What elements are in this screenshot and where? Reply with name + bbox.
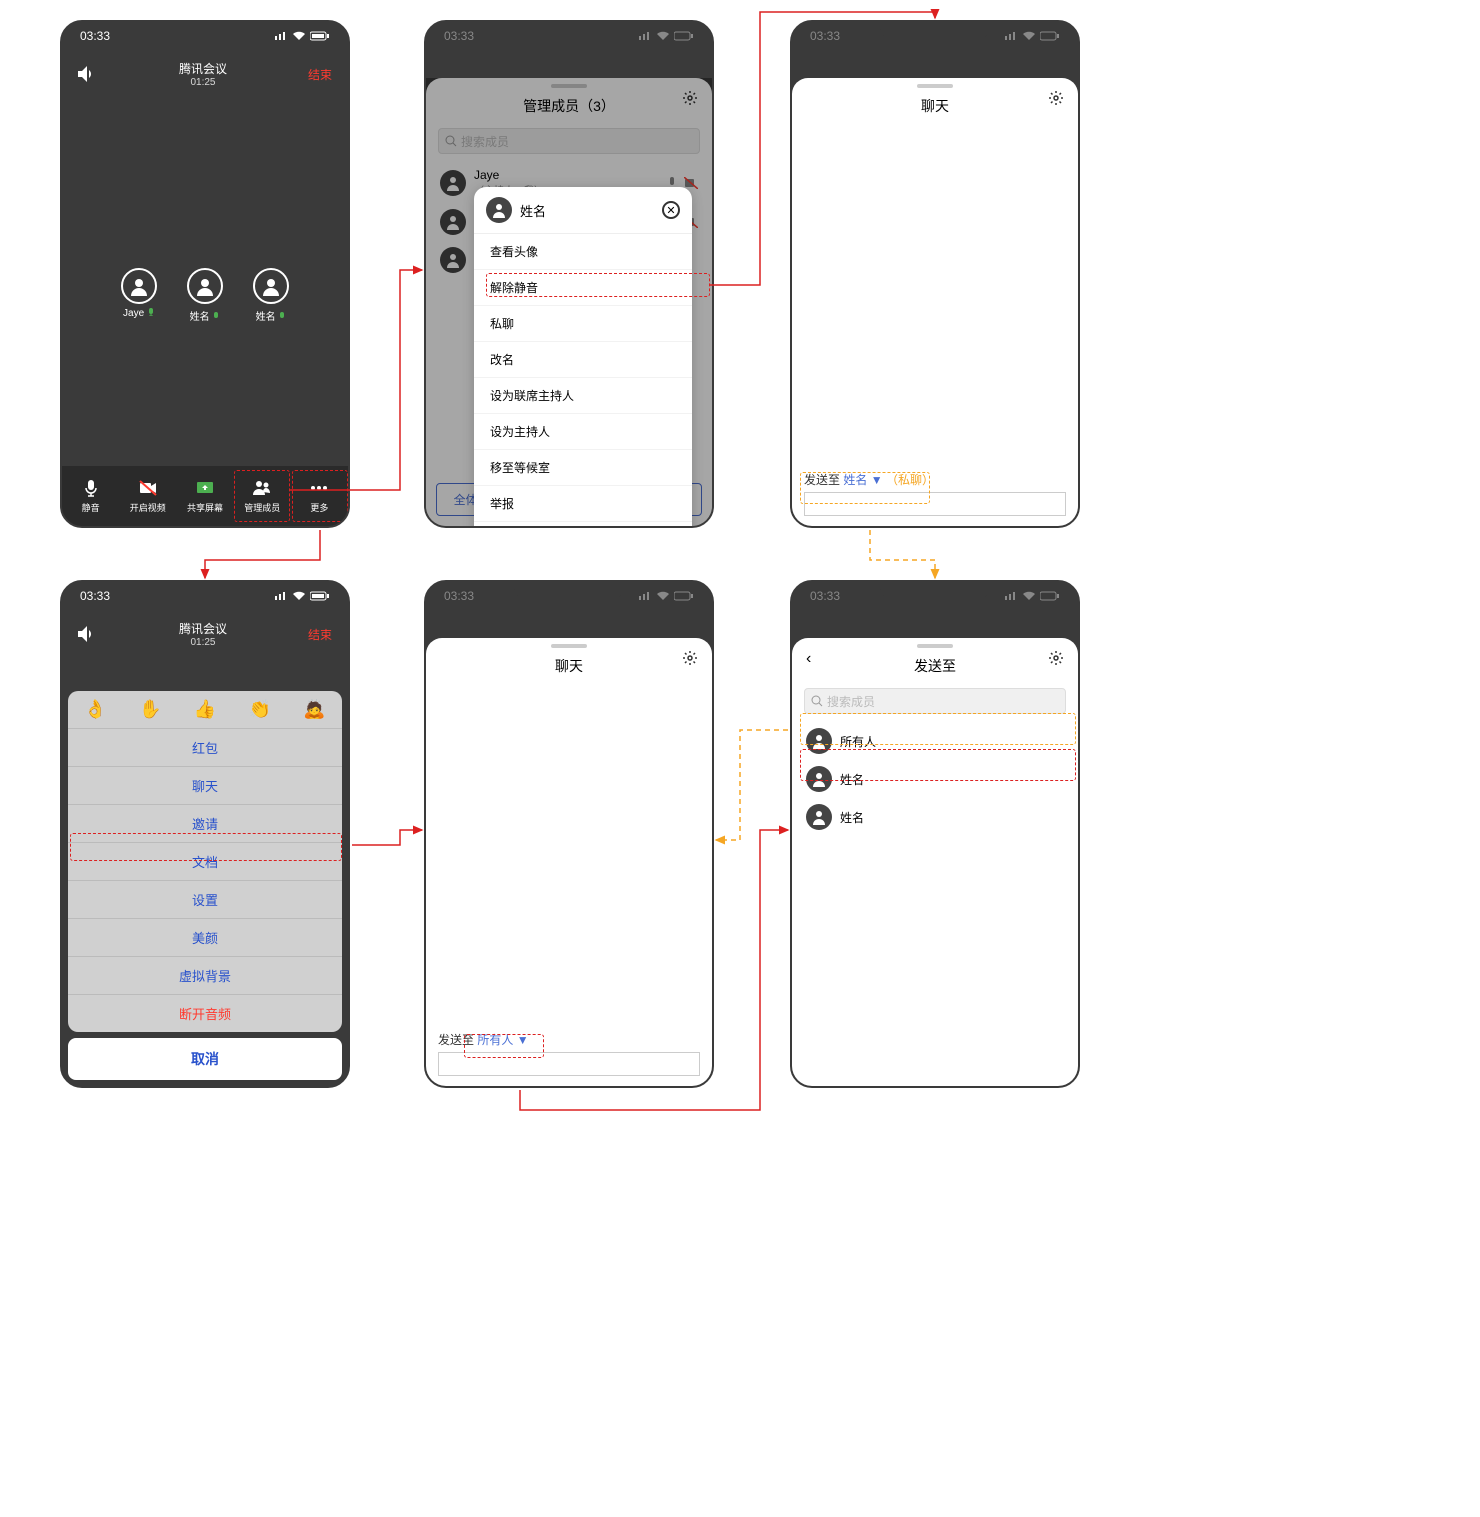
phone-manage-members: 03:33 管理成员（3） 搜索成员 Jaye （主持人，我） <box>424 20 714 528</box>
participant: 姓名 <box>187 268 223 323</box>
avatar-icon <box>187 268 223 304</box>
tool-video[interactable]: 开启视频 <box>119 466 176 526</box>
avatar-icon <box>253 268 289 304</box>
status-bar: 03:33 <box>62 22 348 50</box>
menu-host[interactable]: 设为主持人 <box>474 414 692 450</box>
status-icons <box>638 591 694 601</box>
meeting-title: 腾讯会议 01:25 <box>98 620 308 648</box>
status-icons <box>638 31 694 41</box>
avatar-icon <box>121 268 157 304</box>
tool-more[interactable]: 更多 <box>291 466 348 526</box>
send-target[interactable]: 姓名 ▼ <box>843 473 882 487</box>
sheet-disconnect[interactable]: 断开音频 <box>68 994 342 1032</box>
toolbar: 静音 开启视频 共享屏幕 管理成员 更多 <box>62 466 348 526</box>
gear-icon[interactable] <box>682 650 698 669</box>
gear-icon[interactable] <box>1048 90 1064 109</box>
emoji[interactable]: 🙇 <box>303 699 325 720</box>
participants: Jaye 姓名 姓名 <box>62 268 348 323</box>
status-time: 03:33 <box>80 589 110 603</box>
chat-body <box>792 128 1078 508</box>
more-sheet: 👌 ✋ 👍 👏 🙇 红包 聊天 邀请 文档 设置 美颜 虚拟背景 断开音频 取消 <box>68 691 342 1080</box>
send-bar: 发送至 所有人 ▼ <box>426 1025 712 1086</box>
menu-cohost[interactable]: 设为联席主持人 <box>474 378 692 414</box>
send-target[interactable]: 所有人 ▼ <box>477 1033 528 1047</box>
panel-title: 聊天 <box>426 638 712 688</box>
send-bar: 发送至 姓名 ▼ （私聊） <box>792 465 1078 526</box>
menu-remove[interactable]: 移出会议 <box>474 522 692 528</box>
sheet-invite[interactable]: 邀请 <box>68 804 342 842</box>
sendto-member[interactable]: 姓名 <box>792 760 1078 798</box>
sheet-chat[interactable]: 聊天 <box>68 766 342 804</box>
phone-more-sheet: 03:33 腾讯会议 01:25 结束 👌 ✋ 👍 👏 🙇 红包 聊天 邀请 文… <box>60 580 350 1088</box>
phone-chat-private: 03:33 聊天 发送至 姓名 ▼ （私聊） <box>790 20 1080 528</box>
status-icons <box>274 31 330 41</box>
sheet-redpacket[interactable]: 红包 <box>68 728 342 766</box>
phone-meeting-main: 03:33 腾讯会议 01:25 结束 Jaye 姓名 姓名 静音 开启视频 <box>60 20 350 528</box>
tool-members[interactable]: 管理成员 <box>234 466 291 526</box>
chat-input[interactable] <box>438 1052 700 1076</box>
participant: Jaye <box>121 268 157 323</box>
menu-report[interactable]: 举报 <box>474 486 692 522</box>
emoji[interactable]: ✋ <box>139 699 161 720</box>
emoji-row: 👌 ✋ 👍 👏 🙇 <box>68 691 342 728</box>
sendto-all[interactable]: 所有人 <box>792 722 1078 760</box>
status-time: 03:33 <box>444 29 474 43</box>
chat-panel: 聊天 发送至 姓名 ▼ （私聊） <box>792 78 1078 526</box>
gear-icon[interactable] <box>1048 650 1064 669</box>
emoji[interactable]: 👏 <box>249 699 271 720</box>
tool-mute[interactable]: 静音 <box>62 466 119 526</box>
menu-waiting[interactable]: 移至等候室 <box>474 450 692 486</box>
status-time: 03:33 <box>444 589 474 603</box>
close-icon[interactable]: ✕ <box>662 201 680 219</box>
menu-private-chat[interactable]: 私聊 <box>474 306 692 342</box>
meeting-header: 腾讯会议 01:25 结束 <box>62 610 348 658</box>
participant: 姓名 <box>253 268 289 323</box>
cancel-button[interactable]: 取消 <box>68 1038 342 1080</box>
panel-title: ‹ 发送至 <box>792 638 1078 688</box>
avatar-icon <box>486 197 512 223</box>
member-modal: 姓名 ✕ 查看头像 解除静音 私聊 改名 设为联席主持人 设为主持人 移至等候室… <box>474 187 692 528</box>
sheet-settings[interactable]: 设置 <box>68 880 342 918</box>
meeting-header: 腾讯会议 01:25 结束 <box>62 50 348 98</box>
status-bar: 03:33 <box>62 582 348 610</box>
sheet-docs[interactable]: 文档 <box>68 842 342 880</box>
meeting-title: 腾讯会议 01:25 <box>98 60 308 88</box>
emoji[interactable]: 👍 <box>194 699 216 720</box>
sheet-bg[interactable]: 虚拟背景 <box>68 956 342 994</box>
modal-title: 姓名 <box>520 201 546 220</box>
menu-rename[interactable]: 改名 <box>474 342 692 378</box>
chat-panel: 聊天 发送至 所有人 ▼ <box>426 638 712 1086</box>
sheet-beauty[interactable]: 美颜 <box>68 918 342 956</box>
avatar-icon <box>806 728 832 754</box>
speaker-icon[interactable] <box>78 66 98 82</box>
chat-body <box>426 688 712 1068</box>
menu-view-avatar[interactable]: 查看头像 <box>474 234 692 270</box>
sendto-panel: ‹ 发送至 搜索成员 所有人 姓名 姓名 <box>792 638 1078 1086</box>
emoji[interactable]: 👌 <box>84 699 106 720</box>
phone-chat-all: 03:33 聊天 发送至 所有人 ▼ <box>424 580 714 1088</box>
tool-share[interactable]: 共享屏幕 <box>176 466 233 526</box>
status-icons <box>1004 591 1060 601</box>
avatar-icon <box>806 804 832 830</box>
sendto-member[interactable]: 姓名 <box>792 798 1078 836</box>
status-bar: 03:33 <box>426 22 712 50</box>
status-time: 03:33 <box>810 29 840 43</box>
back-icon[interactable]: ‹ <box>806 650 811 668</box>
menu-unmute[interactable]: 解除静音 <box>474 270 692 306</box>
status-time: 03:33 <box>80 29 110 43</box>
status-time: 03:33 <box>810 589 840 603</box>
chat-input[interactable] <box>804 492 1066 516</box>
search-input[interactable]: 搜索成员 <box>804 688 1066 714</box>
end-button[interactable]: 结束 <box>308 66 332 83</box>
panel-title: 聊天 <box>792 78 1078 128</box>
phone-sendto: 03:33 ‹ 发送至 搜索成员 所有人 姓名 姓名 <box>790 580 1080 1088</box>
end-button[interactable]: 结束 <box>308 626 332 643</box>
status-icons <box>1004 31 1060 41</box>
modal-header: 姓名 ✕ <box>474 187 692 234</box>
status-icons <box>274 591 330 601</box>
avatar-icon <box>806 766 832 792</box>
speaker-icon[interactable] <box>78 626 98 642</box>
